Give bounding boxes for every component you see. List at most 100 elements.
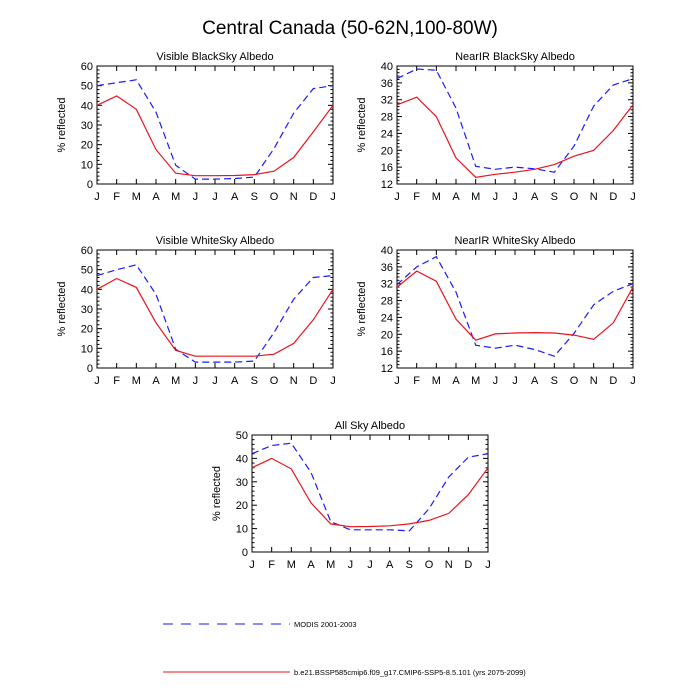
- x-tick-label: M: [326, 559, 335, 571]
- x-tick-label: N: [590, 191, 598, 203]
- y-tick-label: 36: [381, 262, 393, 274]
- plot-frame: [251, 434, 489, 553]
- y-tick-label: 0: [87, 179, 93, 191]
- y-tick-label: 10: [81, 159, 93, 171]
- x-tick-label: J: [394, 191, 400, 203]
- series-line-modis: [396, 255, 634, 357]
- legend: MODIS 2001-2003 b.e21.BSSP585cmip6.f09_g…: [163, 620, 526, 677]
- x-tick-label: O: [270, 191, 279, 203]
- y-tick-label: 16: [381, 162, 393, 174]
- y-tick-label: 20: [236, 500, 248, 512]
- y-tick-label: 20: [81, 140, 93, 152]
- x-tick-label: M: [287, 559, 296, 571]
- y-tick-label: 32: [381, 95, 393, 107]
- y-tick-label: 30: [236, 477, 248, 489]
- x-tick-label: M: [432, 375, 441, 387]
- x-tick-label: M: [432, 191, 441, 203]
- series-line-modis: [251, 442, 489, 532]
- panel-title: Visible WhiteSky Albedo: [156, 235, 274, 247]
- plot-frame: [396, 249, 634, 369]
- series-line-model: [96, 95, 334, 177]
- x-tick-label: A: [531, 375, 539, 387]
- x-tick-label: J: [94, 191, 100, 203]
- x-tick-label: N: [290, 191, 298, 203]
- x-tick-label: J: [249, 559, 255, 571]
- x-tick-label: J: [330, 191, 336, 203]
- y-tick-label: 50: [81, 81, 93, 93]
- x-tick-label: D: [309, 375, 317, 387]
- x-tick-label: J: [512, 191, 518, 203]
- panel-title: Visible BlackSky Albedo: [156, 51, 273, 63]
- y-tick-label: 50: [236, 430, 248, 442]
- y-axis-label: % reflected: [211, 466, 223, 521]
- x-tick-label: D: [609, 375, 617, 387]
- panel-title: All Sky Albedo: [335, 420, 405, 432]
- y-tick-label: 40: [236, 453, 248, 465]
- chart-panels: Visible BlackSky Albedo % reflected 0 10 20 3…: [56, 51, 636, 571]
- x-tick-label: S: [251, 375, 258, 387]
- y-tick-label: 28: [381, 112, 393, 124]
- x-tick-label: O: [570, 191, 579, 203]
- legend-label-modis: MODIS 2001-2003: [294, 620, 357, 629]
- chart-panel-1: Visible BlackSky Albedo % reflected 0 10 20 3…: [56, 51, 336, 203]
- series-line-modis: [396, 68, 634, 173]
- x-tick-label: F: [113, 375, 120, 387]
- x-tick-label: A: [231, 191, 239, 203]
- x-tick-label: J: [485, 559, 491, 571]
- y-tick-label: 40: [381, 61, 393, 73]
- series-line-model: [96, 277, 334, 357]
- y-tick-label: 0: [87, 363, 93, 375]
- y-tick-label: 60: [81, 61, 93, 73]
- x-tick-label: M: [171, 375, 180, 387]
- chart-panel-3: Visible WhiteSky Albedo % reflected 0 10 20 3…: [56, 235, 336, 387]
- y-axis-label: % reflected: [356, 281, 368, 336]
- x-tick-label: M: [171, 191, 180, 203]
- y-tick-label: 10: [81, 343, 93, 355]
- y-tick-label: 30: [81, 304, 93, 316]
- x-tick-label: J: [630, 375, 636, 387]
- panel-title: NearIR BlackSky Albedo: [455, 51, 575, 63]
- x-tick-label: D: [609, 191, 617, 203]
- x-tick-label: J: [512, 375, 518, 387]
- y-tick-label: 28: [381, 296, 393, 308]
- series-line-model: [251, 457, 489, 528]
- x-tick-label: O: [425, 559, 434, 571]
- x-tick-label: S: [551, 191, 558, 203]
- y-tick-label: 24: [381, 128, 393, 140]
- x-tick-label: F: [113, 191, 120, 203]
- x-tick-label: A: [452, 375, 460, 387]
- y-tick-label: 36: [381, 78, 393, 90]
- x-tick-label: F: [413, 375, 420, 387]
- x-tick-label: J: [94, 375, 100, 387]
- x-tick-label: N: [590, 375, 598, 387]
- plot-frame: [396, 65, 634, 185]
- plot-frame: [96, 65, 334, 185]
- x-tick-label: D: [309, 191, 317, 203]
- y-tick-label: 40: [81, 284, 93, 296]
- y-tick-label: 50: [81, 265, 93, 277]
- x-tick-label: D: [464, 559, 472, 571]
- x-tick-label: J: [193, 191, 199, 203]
- x-tick-label: A: [231, 375, 239, 387]
- x-tick-label: A: [386, 559, 394, 571]
- x-tick-label: O: [270, 375, 279, 387]
- x-tick-label: J: [212, 375, 218, 387]
- y-tick-label: 60: [81, 245, 93, 257]
- figure-title: Central Canada (50-62N,100-80W): [202, 18, 498, 39]
- x-tick-label: J: [212, 191, 218, 203]
- x-tick-label: A: [152, 375, 160, 387]
- x-tick-label: M: [132, 191, 141, 203]
- chart-panel-4: NearIR WhiteSky Albedo % reflected 12 16 20 2…: [356, 235, 636, 387]
- x-tick-label: M: [471, 191, 480, 203]
- x-tick-label: F: [413, 191, 420, 203]
- y-axis-label: % reflected: [356, 97, 368, 152]
- x-tick-label: S: [406, 559, 413, 571]
- plot-frame: [96, 249, 334, 369]
- y-tick-label: 40: [81, 100, 93, 112]
- x-tick-label: A: [531, 191, 539, 203]
- y-tick-label: 20: [81, 324, 93, 336]
- y-tick-label: 40: [381, 245, 393, 257]
- x-tick-label: J: [348, 559, 354, 571]
